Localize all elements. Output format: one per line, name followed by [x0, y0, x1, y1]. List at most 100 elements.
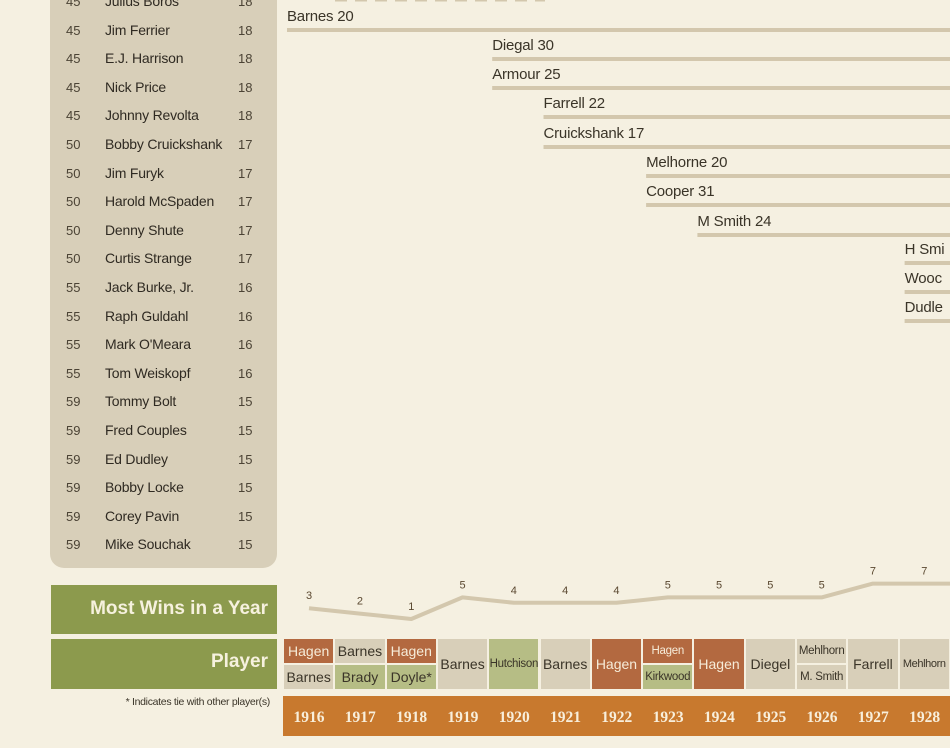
player-name: Raph Guldahl: [105, 307, 189, 324]
career-bar: [492, 57, 950, 61]
win-count: 18: [238, 0, 253, 9]
most-wins-label: Most Wins in a Year: [51, 585, 277, 634]
rank-number: 55: [66, 308, 81, 324]
year-label: 1924: [703, 709, 735, 726]
rank-number: 50: [66, 251, 81, 267]
rank-row: 45 Julius Boros 18: [50, 0, 277, 15]
rank-row: 45 Johnny Revolta 18: [50, 105, 277, 129]
rank-number: 55: [66, 365, 81, 381]
win-count: 15: [238, 451, 253, 467]
player-cell: Hutchison: [489, 639, 539, 689]
rank-number: 45: [66, 0, 81, 9]
career-bar: [543, 115, 950, 119]
career-bar-label: Diegal 30: [492, 37, 554, 54]
year-label: 1925: [755, 709, 787, 726]
player-name: Nick Price: [105, 78, 167, 95]
win-count: 17: [238, 165, 253, 181]
player-name: Jack Burke, Jr.: [105, 279, 194, 295]
career-bar-label: Dudle: [904, 299, 943, 316]
rank-row: 55 Mark O'Meara 16: [50, 334, 277, 358]
player-name: Fred Couples: [105, 422, 187, 438]
player-cell: Diegel: [745, 639, 795, 689]
win-count: 15: [238, 480, 253, 496]
player-cell: Mehlhorn: [797, 639, 847, 663]
player-cell: Barnes: [284, 665, 334, 689]
rank-row: 59 Corey Pavin 15: [50, 506, 277, 530]
rank-number: 59: [66, 537, 81, 553]
rank-number: 55: [66, 280, 81, 295]
player-cell: Kirkwood: [643, 665, 693, 689]
year-label: 1926: [806, 709, 838, 726]
player-name: Harold McSpaden: [105, 193, 215, 210]
rank-row: 50 Harold McSpaden 17: [50, 191, 277, 215]
career-bar: [904, 290, 950, 294]
career-bar-label: Cooper 31: [646, 183, 715, 200]
player-name: Denny Shute: [105, 221, 184, 238]
wins-data-label: 5: [459, 579, 465, 591]
player-name: Johnny Revolta: [105, 107, 199, 124]
year-label: 1928: [909, 709, 941, 726]
win-count: 16: [238, 280, 253, 295]
rank-row: 45 E.J. Harrison 18: [50, 48, 277, 72]
year-label: 1923: [652, 709, 684, 726]
career-bar: [697, 233, 950, 237]
rank-row: 50 Bobby Cruickshank 17: [50, 134, 277, 158]
year-label: 1919: [447, 709, 479, 726]
player-name: Curtis Strange: [105, 250, 192, 267]
win-count: 17: [238, 137, 253, 152]
rank-row: 59 Ed Dudley 15: [50, 449, 277, 473]
career-bar-label: Melhorne 20: [646, 154, 728, 171]
win-count: 18: [238, 108, 253, 124]
player-name: Bobby Cruickshank: [105, 136, 223, 152]
rank-row: 50 Curtis Strange 17: [50, 248, 277, 272]
rank-number: 59: [66, 423, 81, 438]
rank-row: 55 Tom Weiskopf 16: [50, 363, 277, 387]
year-label: 1927: [857, 709, 889, 726]
win-count: 15: [238, 394, 253, 410]
player-cell: Doyle*: [386, 665, 436, 689]
win-count: 18: [238, 51, 253, 67]
player-cell: Brady: [335, 665, 385, 689]
player-name: Jim Furyk: [105, 164, 164, 181]
player-name: Julius Boros: [105, 0, 179, 9]
win-count: 16: [238, 365, 253, 381]
career-bar-label: Cruickshank 17: [543, 125, 645, 142]
win-count: 18: [238, 79, 253, 95]
player-name: Ed Dudley: [105, 450, 168, 467]
wins-data-label: 5: [819, 579, 825, 591]
rank-number: 55: [66, 337, 81, 353]
career-bar-label: H Smi: [904, 241, 945, 258]
rank-row: 59 Fred Couples 15: [50, 420, 277, 444]
rank-row: 50 Jim Furyk 17: [50, 163, 277, 187]
win-count: 17: [238, 222, 253, 238]
player-cell: Hagen: [591, 639, 642, 689]
win-count: 15: [238, 423, 253, 438]
rank-number: 50: [66, 222, 81, 238]
rank-number: 59: [66, 394, 81, 410]
rank-number: 59: [66, 508, 81, 524]
player-cell: Hagen: [643, 639, 693, 663]
player-name: Jim Ferrier: [105, 21, 170, 38]
win-count: 15: [238, 508, 253, 524]
win-count: 17: [238, 251, 253, 267]
rank-row: 55 Raph Guldahl 16: [50, 306, 277, 330]
wins-data-label: 2: [357, 596, 363, 608]
career-bar-label: M Smith 24: [697, 213, 772, 230]
win-count: 15: [238, 537, 253, 553]
wins-data-label: 4: [562, 585, 568, 597]
player-cell: Hagen: [386, 639, 436, 663]
career-bar-label: Farrell 22: [543, 95, 606, 112]
win-count: 16: [238, 337, 253, 353]
wins-data-label: 4: [613, 585, 619, 597]
career-bar-label: Barnes 20: [287, 8, 354, 25]
year-label: 1920: [498, 709, 530, 726]
rank-row: 59 Bobby Locke 15: [50, 477, 277, 501]
wins-data-label: 7: [921, 566, 927, 578]
player-name: Corey Pavin: [105, 507, 180, 524]
most-wins-line-layer: 3 2 1 5 4 4 4 5 5 5 5 7 7: [306, 566, 950, 621]
rank-row: 55 Jack Burke, Jr. 16: [50, 277, 277, 301]
player-cell: Hagen: [284, 639, 334, 663]
rank-row: 45 Jim Ferrier 18: [50, 20, 277, 44]
rank-number: 50: [66, 137, 81, 152]
